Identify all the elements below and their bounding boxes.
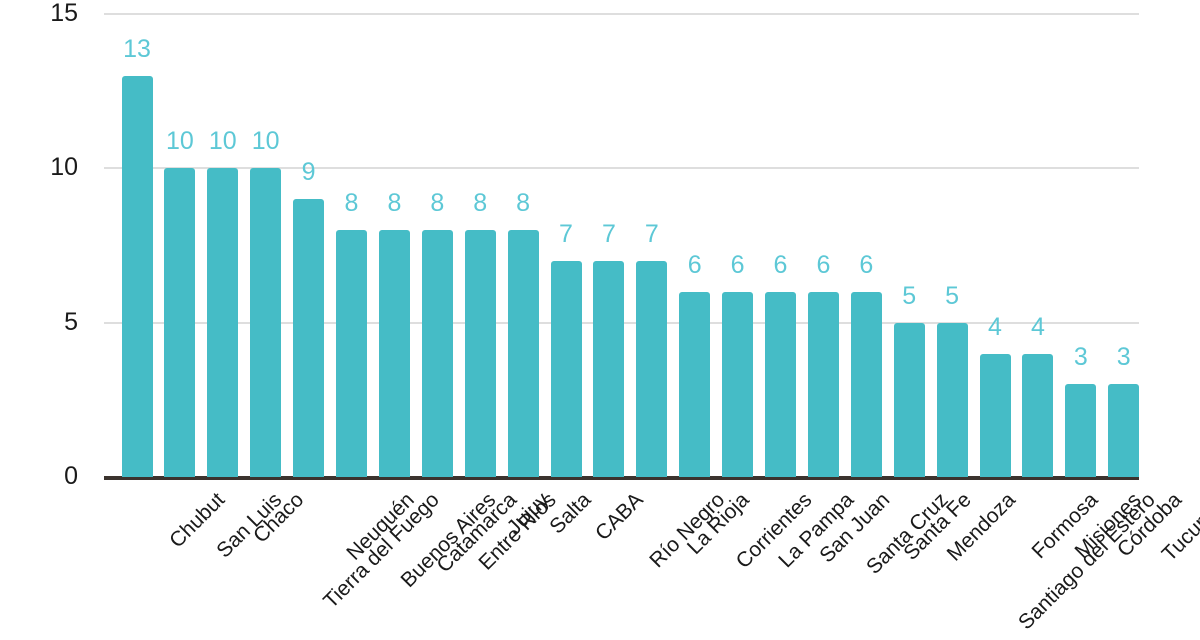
bar-value-label: 8 [344, 189, 359, 218]
bar[interactable] [336, 230, 367, 477]
bar-value-label: 4 [988, 312, 1002, 341]
x-axis-category-label: CABA [591, 488, 648, 545]
bar-value-label: 10 [208, 127, 237, 156]
bar[interactable] [893, 322, 925, 477]
bar-value-label: 8 [387, 189, 402, 218]
bar[interactable] [679, 291, 711, 477]
bar[interactable] [550, 260, 582, 477]
bar-value-label: 3 [1073, 343, 1088, 372]
bar[interactable] [593, 260, 625, 477]
bar[interactable] [464, 230, 496, 477]
bar-value-label: 6 [816, 250, 831, 279]
y-axis-tick-label: 0 [64, 462, 78, 490]
bar[interactable] [850, 291, 882, 477]
bar-value-label: 8 [473, 189, 488, 218]
bar-value-label: 7 [559, 219, 573, 248]
bar[interactable] [1108, 384, 1140, 477]
bar-value-label: 7 [601, 219, 616, 248]
bar[interactable] [722, 291, 754, 477]
bar[interactable] [507, 230, 539, 477]
bar[interactable] [1022, 353, 1054, 477]
bar[interactable] [1065, 384, 1097, 477]
bar[interactable] [636, 260, 668, 477]
bar[interactable] [378, 230, 410, 477]
bar-value-label: 9 [301, 158, 316, 187]
bar-value-label: 3 [1116, 343, 1131, 372]
gridline [104, 167, 1139, 170]
bar-value-label: 6 [773, 250, 788, 279]
bar-value-label: 5 [945, 281, 960, 310]
bar[interactable] [207, 168, 239, 477]
bar-value-label: 4 [1030, 312, 1045, 341]
y-axis-tick-label: 15 [50, 0, 78, 27]
bar-value-label: 6 [687, 250, 702, 279]
bar[interactable] [421, 230, 453, 477]
bar[interactable] [936, 322, 968, 477]
bar-value-label: 10 [165, 127, 194, 156]
bar[interactable] [164, 168, 196, 477]
bar-value-label: 8 [430, 189, 445, 218]
y-axis-tick-label: 5 [64, 307, 78, 336]
bar-value-label: 6 [730, 250, 745, 279]
bar[interactable] [250, 168, 282, 477]
y-axis-tick-label: 10 [50, 153, 78, 182]
x-axis-baseline [104, 476, 1139, 480]
bar[interactable] [979, 353, 1011, 477]
bar-value-label: 10 [251, 127, 280, 156]
bar-value-label: 8 [516, 189, 531, 218]
bar-value-label: 5 [902, 281, 917, 310]
bar[interactable] [293, 199, 325, 477]
bar[interactable] [807, 291, 839, 477]
bar[interactable] [121, 75, 153, 477]
gridline [104, 13, 1139, 15]
bar[interactable] [765, 291, 796, 477]
bar-value-label: 7 [644, 219, 659, 248]
bar-value-label: 13 [123, 34, 151, 63]
bar-value-label: 6 [859, 250, 874, 279]
